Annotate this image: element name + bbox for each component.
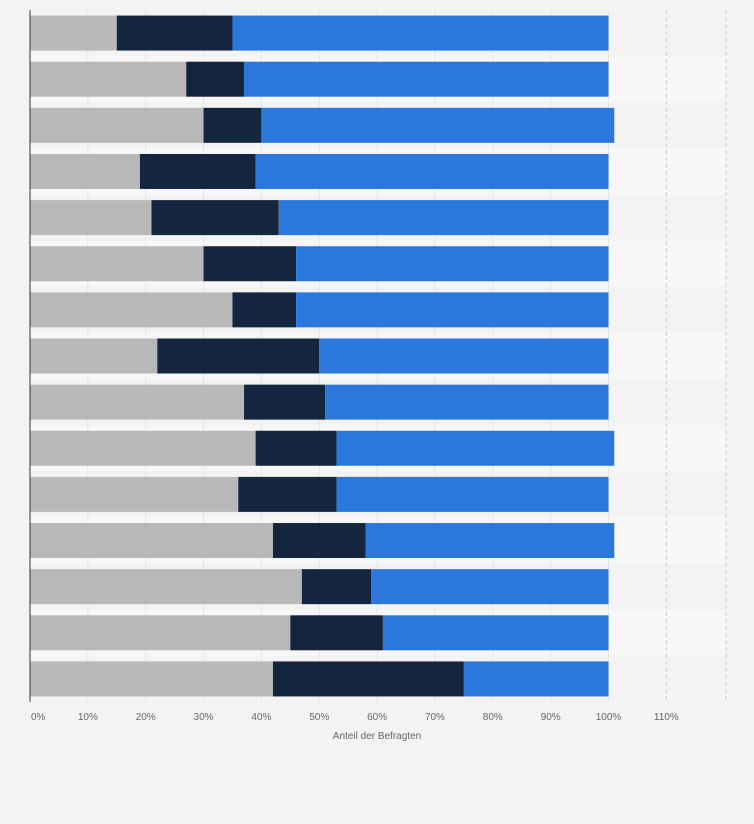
bar-segment-1 <box>30 476 239 512</box>
bar-segment-3 <box>232 15 609 51</box>
bar-segment-1 <box>30 569 302 605</box>
x-tick-label: 0% <box>31 712 46 723</box>
bar-segment-3 <box>278 200 609 236</box>
bar-segment-2 <box>301 569 372 605</box>
bar-segment-2 <box>203 246 297 282</box>
x-tick-label: 30% <box>194 712 214 723</box>
x-tick-label: 110% <box>654 712 679 723</box>
bar-segment-1 <box>30 338 158 374</box>
bar-segment-3 <box>296 292 609 328</box>
bar-segment-2 <box>238 476 337 512</box>
x-tick-label: 50% <box>309 712 329 723</box>
x-tick-label: 80% <box>483 712 503 723</box>
x-axis-title: Anteil der Befragten <box>333 731 421 742</box>
bar-segment-1 <box>30 430 256 466</box>
x-tick-label: 70% <box>425 712 445 723</box>
bar-segment-2 <box>232 292 297 328</box>
bar-segment-1 <box>30 153 140 189</box>
bar-segment-3 <box>319 338 609 374</box>
bar-segment-1 <box>30 292 233 328</box>
x-tick-label: 40% <box>251 712 271 723</box>
bar-segment-2 <box>186 61 245 97</box>
bar-segment-2 <box>116 15 233 51</box>
bar-segment-2 <box>272 523 366 559</box>
bar-segment-1 <box>30 246 204 282</box>
bar-segment-1 <box>30 384 245 420</box>
bar-segment-1 <box>30 15 117 51</box>
x-tick-label: 10% <box>78 712 98 723</box>
bar-segment-3 <box>261 107 615 143</box>
bar-segment-2 <box>290 615 383 651</box>
bar-segment-2 <box>272 661 464 697</box>
bar-segment-2 <box>244 384 326 420</box>
bar-segment-3 <box>325 384 609 420</box>
bar-segment-2 <box>203 107 262 143</box>
bar-segment-1 <box>30 61 187 97</box>
bar-segment-2 <box>139 153 256 189</box>
bar-segment-1 <box>30 107 204 143</box>
bar-segment-3 <box>255 153 609 189</box>
bar-segment-1 <box>30 200 152 236</box>
bar-segment-3 <box>463 661 609 697</box>
bar-segment-3 <box>336 476 609 512</box>
bar-segment-1 <box>30 615 291 651</box>
bar-segment-3 <box>336 430 615 466</box>
bar-segment-2 <box>151 200 279 236</box>
bar-segment-3 <box>382 615 609 651</box>
bar-segment-3 <box>244 61 609 97</box>
x-tick-label: 20% <box>136 712 156 723</box>
bar-segment-3 <box>365 523 615 559</box>
bar-segment-2 <box>255 430 337 466</box>
bar-segment-3 <box>371 569 609 605</box>
bar-segment-1 <box>30 661 273 697</box>
bar-segment-3 <box>296 246 609 282</box>
bar-segment-1 <box>30 523 273 559</box>
x-tick-label: 90% <box>541 712 561 723</box>
bar-segment-2 <box>157 338 320 374</box>
x-tick-label: 100% <box>596 712 622 723</box>
x-tick-label: 60% <box>367 712 387 723</box>
